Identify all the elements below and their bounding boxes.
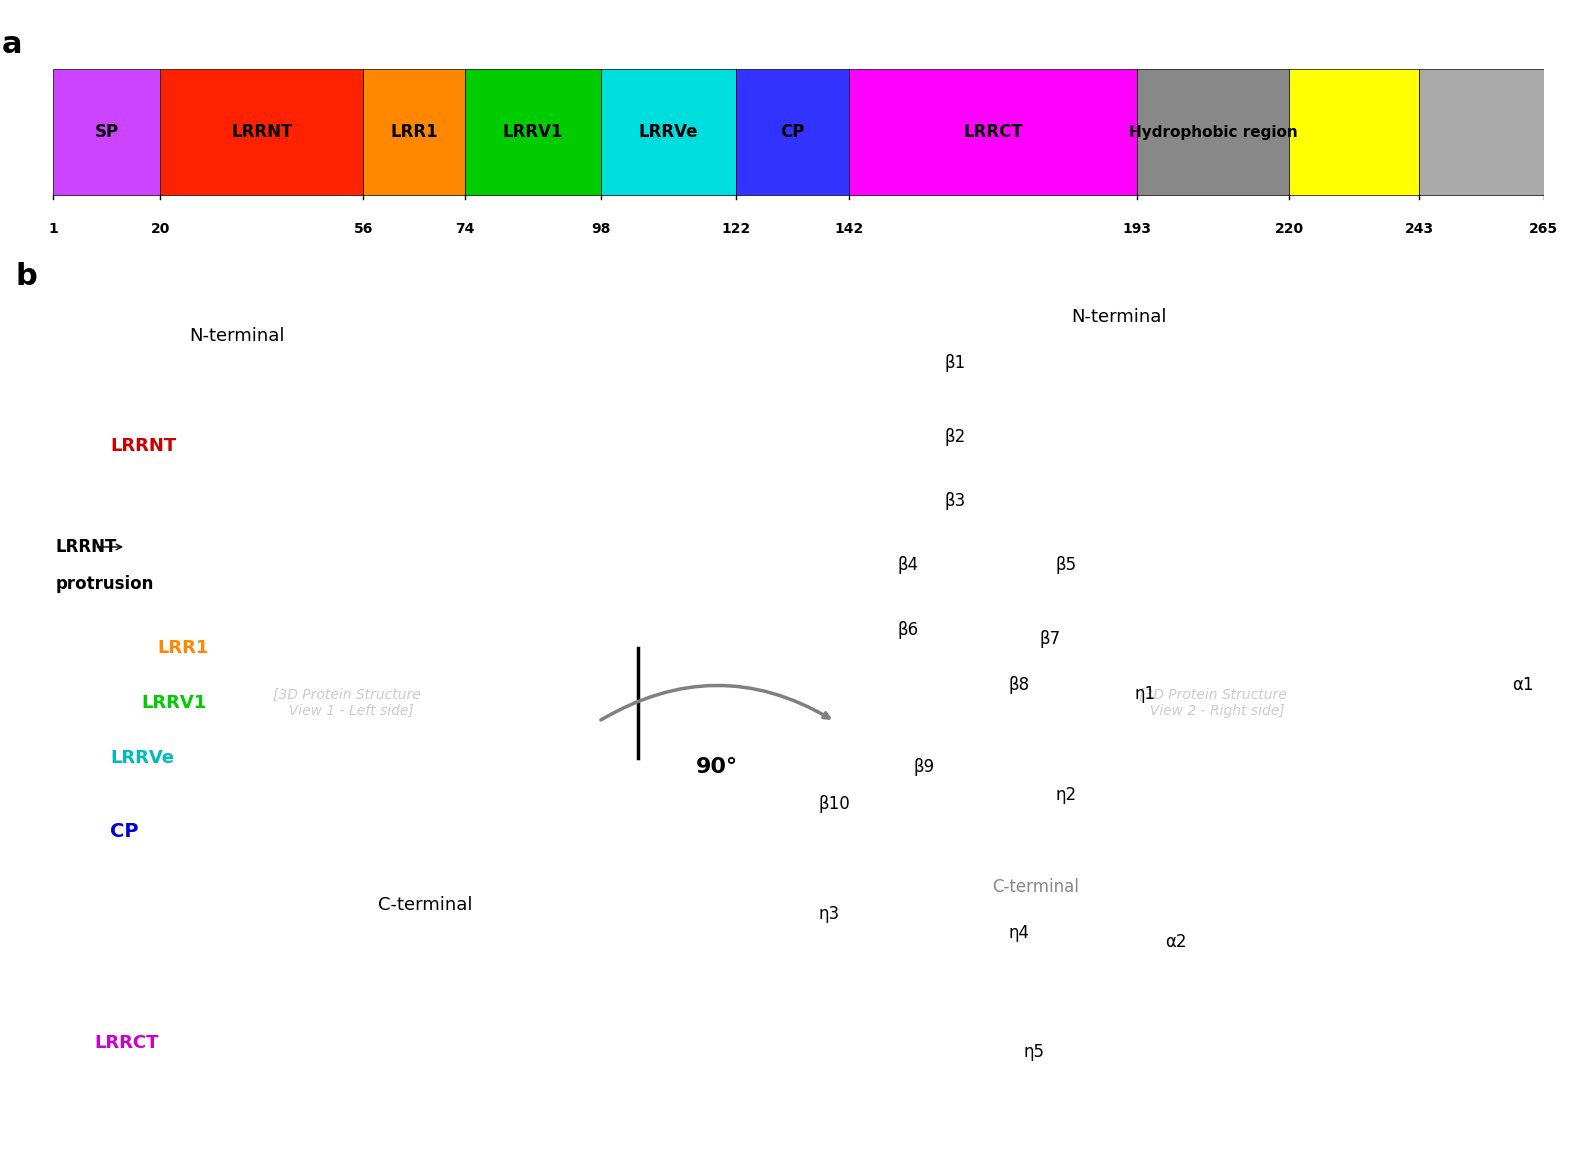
Text: β10: β10 — [819, 795, 850, 813]
Text: β5: β5 — [1055, 557, 1076, 574]
Text: [3D Protein Structure
  View 1 - Left side]: [3D Protein Structure View 1 - Left side… — [272, 688, 421, 718]
Text: LRR1: LRR1 — [158, 639, 209, 657]
Text: η4: η4 — [1008, 924, 1028, 941]
Text: N-terminal: N-terminal — [1071, 308, 1167, 327]
Text: β2: β2 — [945, 428, 965, 446]
Text: η1: η1 — [1134, 684, 1154, 703]
Text: α2: α2 — [1166, 933, 1188, 951]
Text: 1: 1 — [47, 222, 58, 236]
Text: 122: 122 — [721, 222, 751, 236]
Text: LRRCT: LRRCT — [964, 123, 1022, 141]
FancyBboxPatch shape — [736, 70, 849, 195]
Text: 74: 74 — [455, 222, 474, 236]
Text: η2: η2 — [1055, 786, 1076, 804]
FancyBboxPatch shape — [161, 70, 364, 195]
Text: 193: 193 — [1123, 222, 1151, 236]
Text: b: b — [16, 263, 38, 292]
FancyBboxPatch shape — [1419, 70, 1544, 195]
Text: β7: β7 — [1040, 630, 1060, 647]
Text: 220: 220 — [1274, 222, 1304, 236]
Text: LRRNT: LRRNT — [110, 437, 176, 456]
Text: β4: β4 — [898, 557, 918, 574]
Text: a: a — [2, 29, 22, 58]
Text: 265: 265 — [1529, 222, 1558, 236]
Text: 20: 20 — [151, 222, 170, 236]
Text: N-terminal: N-terminal — [189, 327, 285, 345]
Text: [3D Protein Structure
  View 2 - Right side]: [3D Protein Structure View 2 - Right sid… — [1139, 688, 1287, 718]
Text: η5: η5 — [1024, 1042, 1044, 1061]
Text: β9: β9 — [913, 759, 934, 776]
Text: LRR1: LRR1 — [391, 123, 438, 141]
FancyBboxPatch shape — [1290, 70, 1419, 195]
Text: Hydrophobic region: Hydrophobic region — [1129, 124, 1298, 139]
Text: β6: β6 — [898, 621, 918, 639]
FancyBboxPatch shape — [1137, 70, 1290, 195]
Text: LRRV1: LRRV1 — [502, 123, 564, 141]
Text: β3: β3 — [945, 492, 965, 510]
Text: CP: CP — [110, 822, 139, 841]
Text: LRRCT: LRRCT — [94, 1034, 159, 1052]
Text: SP: SP — [94, 123, 118, 141]
FancyBboxPatch shape — [849, 70, 1137, 195]
Text: α1: α1 — [1512, 675, 1534, 694]
Text: 142: 142 — [835, 222, 863, 236]
Text: LRRV1: LRRV1 — [142, 694, 206, 712]
Text: protrusion: protrusion — [55, 575, 153, 593]
Text: CP: CP — [780, 123, 805, 141]
Text: LRRNT: LRRNT — [55, 538, 117, 555]
Text: 243: 243 — [1405, 222, 1433, 236]
FancyBboxPatch shape — [465, 70, 600, 195]
Text: 90°: 90° — [696, 758, 737, 777]
Text: 56: 56 — [354, 222, 373, 236]
Text: 98: 98 — [591, 222, 610, 236]
Text: C-terminal: C-terminal — [378, 896, 472, 914]
Text: LRRVe: LRRVe — [110, 749, 175, 767]
Text: C-terminal: C-terminal — [992, 877, 1079, 896]
Text: LRRNT: LRRNT — [232, 123, 293, 141]
FancyBboxPatch shape — [600, 70, 736, 195]
Text: LRRVe: LRRVe — [638, 123, 698, 141]
FancyBboxPatch shape — [364, 70, 465, 195]
Text: η3: η3 — [819, 905, 839, 923]
Text: β8: β8 — [1008, 675, 1028, 694]
FancyBboxPatch shape — [54, 70, 161, 195]
Text: β1: β1 — [945, 354, 965, 372]
